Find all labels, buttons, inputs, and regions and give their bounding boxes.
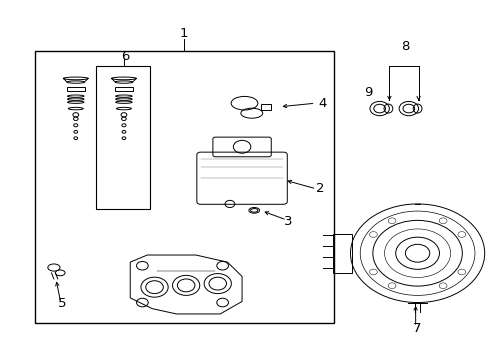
Text: 6: 6 [121,50,129,63]
Text: 3: 3 [284,215,292,228]
Bar [332,234,351,273]
Text: 4: 4 [318,97,326,110]
Text: 7: 7 [412,322,421,335]
Bar [66,87,85,91]
Bar [260,104,271,110]
Text: 8: 8 [400,40,408,53]
Text: 2: 2 [315,183,324,195]
Text: 5: 5 [58,297,66,310]
Text: 9: 9 [364,86,372,99]
Bar [96,66,149,208]
Bar [115,87,133,91]
Text: 1: 1 [179,27,187,40]
Bar [35,51,334,323]
